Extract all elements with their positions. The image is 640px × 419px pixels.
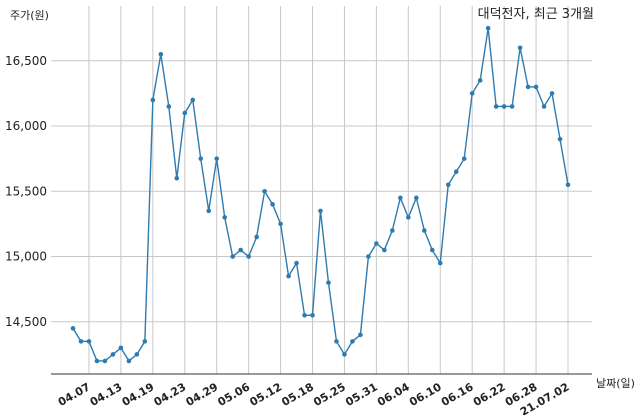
data-point xyxy=(437,260,443,266)
data-point xyxy=(222,215,227,220)
data-point xyxy=(294,260,299,266)
data-point xyxy=(469,91,475,96)
y-tick-label: 15,000 xyxy=(5,250,47,264)
data-point xyxy=(70,326,76,331)
data-point xyxy=(262,189,267,194)
data-point xyxy=(350,339,355,344)
x-tick-label: 05.06 xyxy=(216,380,253,409)
data-point xyxy=(477,78,483,83)
data-point xyxy=(429,247,435,253)
x-gridlines xyxy=(88,6,569,374)
chart-title: 대덕전자, 최근 3개월 xyxy=(478,7,594,22)
data-point xyxy=(254,234,259,240)
data-point xyxy=(326,280,331,285)
data-point xyxy=(374,241,379,246)
y-tick-label: 16,500 xyxy=(5,54,47,68)
data-point xyxy=(525,84,531,90)
x-tick-label: 04.07 xyxy=(56,380,93,409)
data-point xyxy=(214,156,220,161)
y-gridlines xyxy=(51,60,592,323)
x-tick-label: 04.19 xyxy=(120,380,157,409)
data-point xyxy=(302,312,307,318)
data-point xyxy=(461,156,467,161)
data-point xyxy=(126,358,132,364)
data-point xyxy=(334,339,339,344)
data-point xyxy=(174,175,180,181)
data-point xyxy=(390,228,395,233)
data-point xyxy=(501,104,507,109)
y-tick-labels: 14,500 15,000 15,500 16,000 16,500 xyxy=(5,54,47,329)
x-tick-label: 06.04 xyxy=(375,380,412,409)
data-point xyxy=(366,254,371,259)
data-point xyxy=(158,51,164,57)
x-axis-title: 날짜(일) xyxy=(596,376,635,390)
data-point xyxy=(142,339,148,344)
x-tick-label: 04.29 xyxy=(184,380,221,409)
data-point xyxy=(509,104,515,109)
x-tick-label: 05.31 xyxy=(343,380,380,409)
price-line xyxy=(72,28,569,362)
data-point xyxy=(533,84,539,90)
data-point xyxy=(310,312,315,318)
data-point xyxy=(406,215,411,220)
data-point xyxy=(493,104,499,109)
y-tick-label: 15,500 xyxy=(5,184,47,198)
data-point xyxy=(318,208,323,214)
data-point xyxy=(517,45,523,51)
data-point xyxy=(358,332,363,338)
data-point xyxy=(78,339,84,344)
data-point xyxy=(414,195,419,201)
data-point xyxy=(382,247,387,253)
x-tick-label: 06.10 xyxy=(407,380,444,409)
data-point xyxy=(166,104,172,109)
data-point xyxy=(246,254,251,259)
data-point xyxy=(342,352,347,357)
data-point xyxy=(485,25,491,31)
data-point xyxy=(565,182,571,188)
data-point xyxy=(230,254,235,259)
data-point xyxy=(278,221,283,227)
data-point xyxy=(206,208,212,214)
data-point xyxy=(198,156,204,161)
y-axis-title: 주가(원) xyxy=(10,9,49,22)
data-point xyxy=(286,273,291,279)
data-point xyxy=(94,358,100,364)
data-point xyxy=(102,358,108,364)
data-point xyxy=(541,104,547,109)
x-tick-label: 05.25 xyxy=(311,380,348,409)
data-point xyxy=(150,97,156,103)
data-point xyxy=(182,110,188,116)
data-point xyxy=(134,352,140,357)
x-tick-label: 04.13 xyxy=(88,380,125,409)
data-point xyxy=(118,345,124,351)
x-tick-label: 05.12 xyxy=(247,380,284,409)
data-point xyxy=(549,91,555,96)
data-point xyxy=(398,195,403,201)
data-point xyxy=(86,339,92,344)
data-point xyxy=(421,228,427,233)
x-tick-label: 06.16 xyxy=(439,380,476,409)
x-tick-labels: 04.0704.1304.1904.2304.2905.0605.1205.18… xyxy=(56,380,572,419)
y-tick-label: 16,000 xyxy=(5,119,47,133)
data-point xyxy=(445,182,451,188)
y-tick-label: 14,500 xyxy=(5,315,47,329)
data-point xyxy=(557,136,563,142)
price-points xyxy=(70,25,571,364)
x-tick-label: 04.23 xyxy=(152,380,189,409)
data-point xyxy=(110,352,116,357)
data-point xyxy=(190,97,196,103)
x-tick-label: 05.18 xyxy=(279,380,316,409)
data-point xyxy=(270,202,275,207)
x-tick-label: 06.22 xyxy=(471,380,508,409)
data-point xyxy=(238,247,243,253)
data-point xyxy=(453,169,459,175)
